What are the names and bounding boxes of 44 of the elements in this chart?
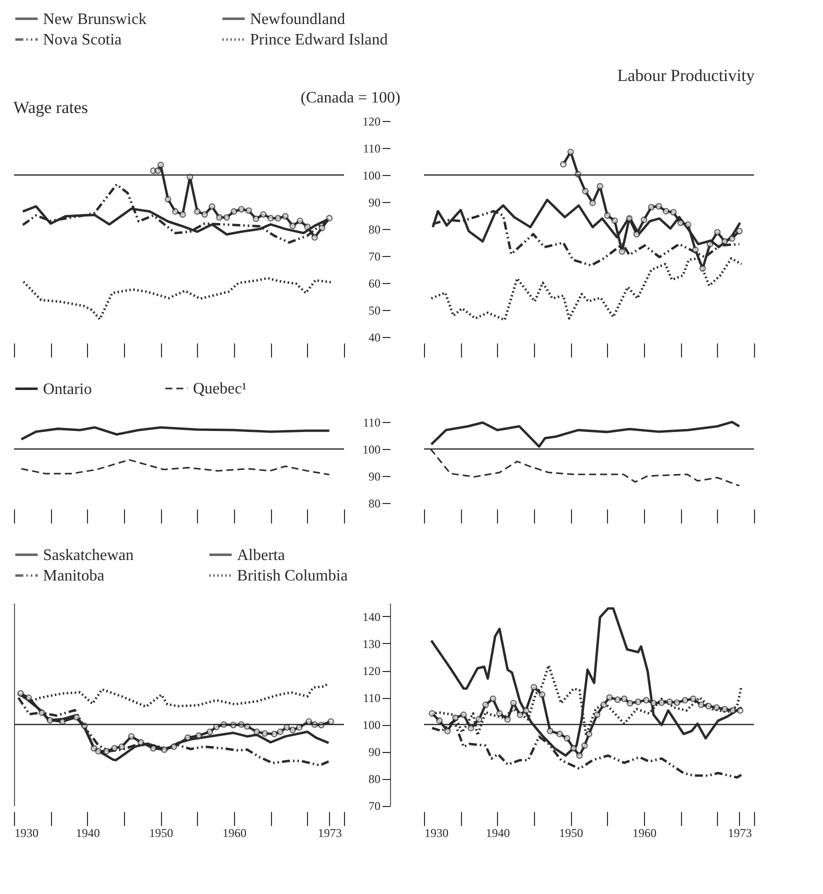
legend-label: Prince Edward Island [250, 32, 388, 48]
x-tick-label: 1950 [149, 826, 174, 840]
legend-label: New Brunswick [43, 10, 147, 28]
y-tick-label: 110 [362, 416, 380, 430]
y-tick-label: 100 [362, 168, 380, 182]
y-tick-label: 80 [368, 222, 380, 236]
chart-title: Labour Productivity [617, 66, 756, 85]
x-tick-label: 1930 [14, 826, 38, 840]
y-tick-label: 40 [368, 330, 380, 344]
x-tick-label: 1960 [222, 826, 246, 840]
y-tick-label: 60 [368, 276, 380, 290]
y-tick-label: 130 [362, 637, 380, 651]
y-axis-title: (Canada = 100) [300, 90, 400, 106]
y-tick-label: 100 [362, 442, 380, 456]
legend-label: Saskatchewan [43, 546, 134, 564]
y-tick-label: 110 [362, 691, 380, 705]
y-tick-label: 50 [368, 304, 380, 318]
y-tick-label: 80 [368, 772, 380, 786]
x-tick-label: 1973 [318, 826, 342, 840]
y-tick-label: 90 [368, 196, 380, 210]
legend-label: British Columbia [237, 568, 348, 584]
x-tick-label: 1940 [486, 826, 510, 840]
y-tick-label: 80 [368, 496, 380, 510]
legend-label: Manitoba [43, 568, 104, 584]
legend-label: Quebec¹ [193, 380, 247, 398]
y-tick-label: 140 [362, 610, 380, 624]
y-tick-label: 120 [362, 114, 380, 128]
x-tick-label: 1930 [424, 826, 448, 840]
x-tick-label: 1973 [728, 826, 752, 840]
y-tick-label: 70 [368, 799, 380, 813]
legend-label: Nova Scotia [43, 32, 122, 48]
y-tick-label: 90 [368, 470, 380, 484]
x-tick-label: 1950 [559, 826, 584, 840]
legend-label: Alberta [237, 546, 285, 564]
y-tick-label: 70 [368, 250, 380, 264]
y-tick-label: 100 [362, 718, 380, 732]
y-tick-label: 90 [368, 745, 380, 759]
x-tick-label: 1960 [632, 826, 656, 840]
chart-title: Wage rates [13, 98, 88, 117]
legend-label: Ontario [43, 380, 92, 398]
y-tick-label: 120 [362, 664, 380, 678]
legend-label: Newfoundland [250, 10, 346, 28]
x-tick-label: 1940 [76, 826, 100, 840]
y-tick-label: 110 [362, 142, 380, 156]
